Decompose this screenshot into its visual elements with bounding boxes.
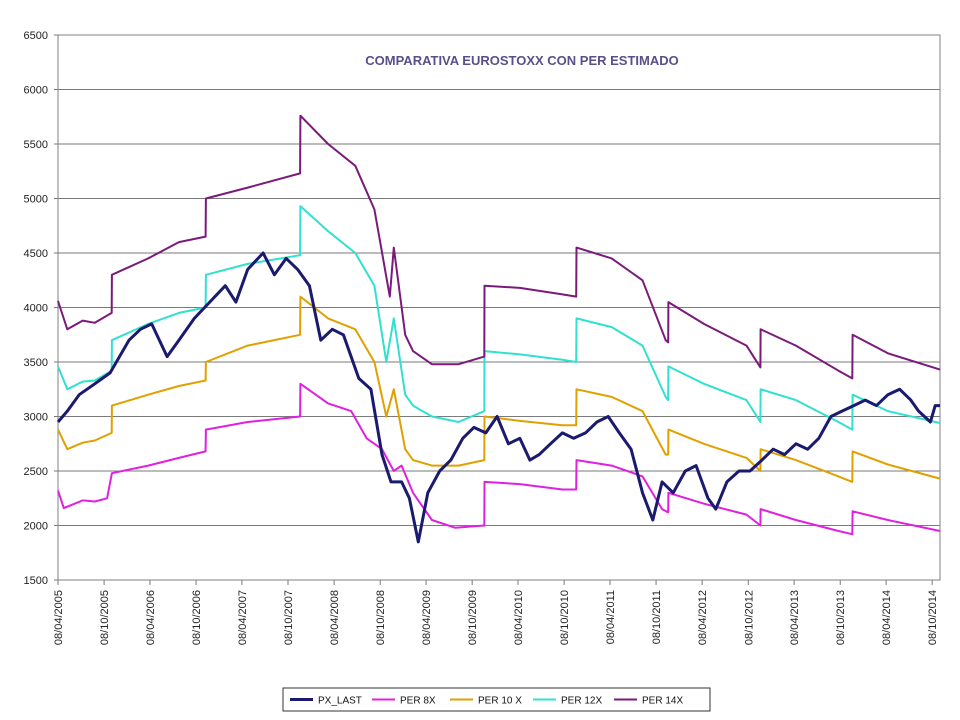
y-tick-label: 4500 — [24, 248, 48, 260]
legend-label: PER 10 X — [478, 696, 522, 707]
x-tick-label: 08/04/2014 — [881, 590, 893, 645]
x-axis-ticks: 08/04/2005 08/10/2005 08/04/2006 08/10/2006… — [53, 580, 939, 645]
x-tick-label: 08/04/2005 — [53, 590, 65, 645]
x-tick-label: 08/04/2008 — [329, 590, 341, 645]
series-line-px-last — [56, 251, 940, 544]
y-tick-label: 3500 — [24, 357, 48, 369]
x-tick-label: 08/10/2010 — [559, 590, 571, 645]
x-tick-label: 08/04/2011 — [605, 590, 617, 644]
x-tick-label: 08/10/2007 — [283, 590, 295, 645]
y-tick-label: 6500 — [24, 30, 48, 42]
legend-box — [282, 687, 711, 712]
y-tick-label: 6000 — [24, 85, 48, 97]
y-tick-label: 1500 — [24, 575, 48, 587]
x-tick-label: 08/04/2006 — [145, 590, 157, 645]
x-tick-label: 08/10/2008 — [375, 590, 387, 645]
x-tick-label: 08/10/2005 — [99, 590, 111, 645]
x-tick-label: 08/10/2012 — [743, 590, 755, 645]
x-tick-label: 08/04/2007 — [237, 590, 249, 645]
legend-label: PX_LAST — [318, 696, 362, 707]
y-tick-label: 5500 — [24, 139, 48, 151]
series-line-per-8x — [57, 382, 941, 536]
x-tick-label: 08/10/2011 — [651, 590, 663, 644]
y-tick-label: 3000 — [24, 412, 48, 424]
series-line-per-12x — [57, 205, 941, 431]
series-line-per-14x — [57, 114, 941, 380]
x-tick-label: 08/04/2012 — [697, 590, 709, 645]
x-tick-label: 08/04/2013 — [789, 590, 801, 645]
x-tick-label: 08/10/2013 — [835, 590, 847, 645]
series-lines — [56, 114, 941, 544]
y-tick-label: 4000 — [24, 303, 48, 315]
y-tick-label: 2000 — [24, 521, 48, 533]
legend-label: PER 12X — [561, 696, 602, 707]
x-tick-label: 08/10/2009 — [467, 590, 479, 645]
x-tick-label: 08/04/2010 — [513, 590, 525, 645]
x-tick-label: 08/10/2006 — [191, 590, 203, 645]
legend-label: PER 14X — [642, 696, 683, 707]
legend-label: PER 8X — [400, 696, 436, 707]
x-tick-label: 08/10/2014 — [927, 590, 939, 645]
chart-title: COMPARATIVA EUROSTOXX CON PER ESTIMADO — [365, 53, 678, 68]
x-tick-label: 08/04/2009 — [421, 590, 433, 645]
y-tick-label: 2500 — [24, 466, 48, 478]
legend: PX_LAST PER 8X PER 10 X PER 12X PER 14X — [282, 687, 711, 712]
series-line-per-10-x — [57, 295, 941, 483]
y-tick-label: 5000 — [24, 194, 48, 206]
y-axis-ticks: 1500 2000 2500 3000 3500 4000 4500 5000 5500 6000… — [24, 30, 58, 587]
